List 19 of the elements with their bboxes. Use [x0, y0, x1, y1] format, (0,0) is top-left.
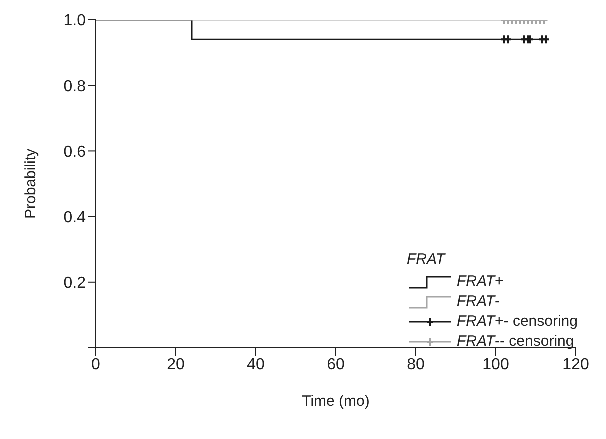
- y-axis-title: Probability: [22, 148, 40, 220]
- y-tick-label: 1.0: [64, 12, 86, 30]
- x-axis-title: Time (mo): [302, 393, 370, 410]
- x-tick-label: 120: [562, 356, 590, 374]
- y-tick-label: 0.4: [64, 209, 86, 226]
- legend-label: FRAT-- censoring: [456, 332, 574, 352]
- x-tick-label: 0: [92, 356, 101, 374]
- legend-label: FRAT+- censoring: [456, 312, 578, 332]
- x-tick-label: 60: [327, 356, 345, 374]
- y-tick-label: 0.8: [64, 78, 86, 96]
- x-tick-label: 40: [247, 356, 265, 374]
- x-tick-label: 100: [482, 356, 510, 374]
- x-tick-label: 80: [407, 356, 425, 374]
- legend-title: FRAT: [406, 250, 447, 270]
- y-tick-label: 0.6: [64, 144, 86, 161]
- legend-label: FRAT-: [456, 292, 500, 312]
- y-tick-label: 0.2: [64, 275, 86, 292]
- legend-label: FRAT+: [456, 272, 504, 292]
- x-tick-label: 20: [167, 356, 185, 374]
